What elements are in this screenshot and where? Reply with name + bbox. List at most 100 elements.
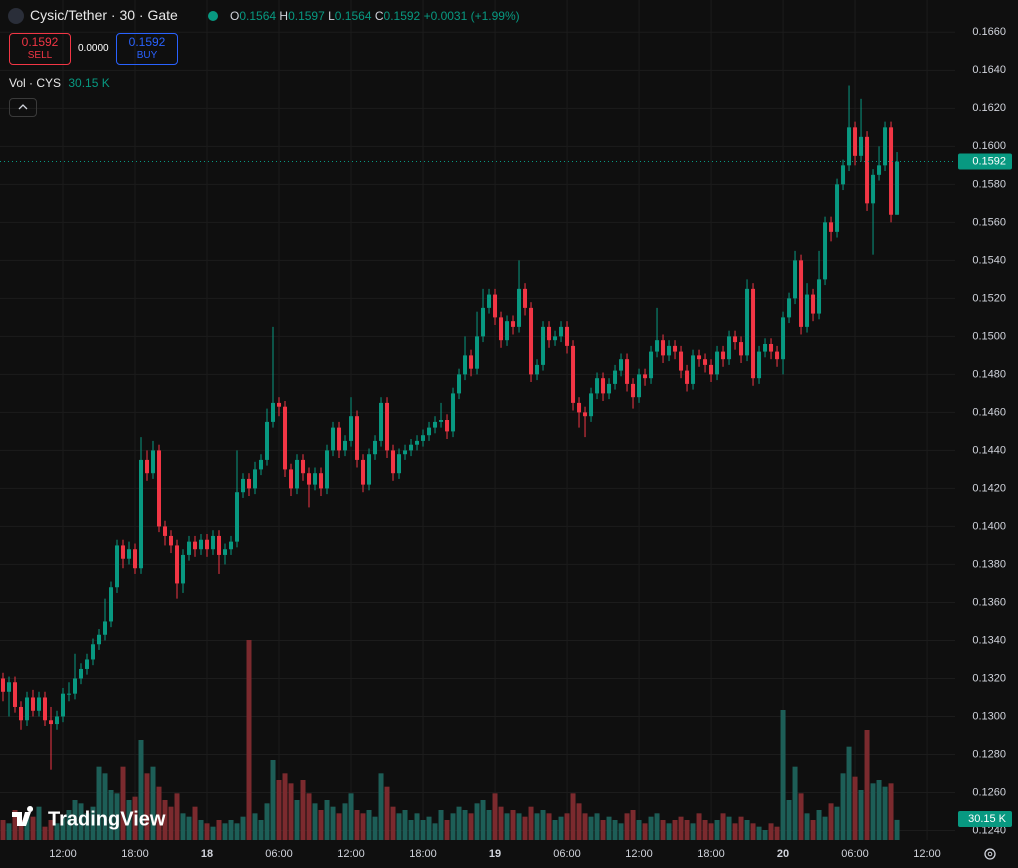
buy-price[interactable]: 0.1592 [128, 35, 166, 49]
volume-bar [396, 813, 402, 840]
y-tick-label: 0.1460 [972, 406, 1006, 418]
candle-body [301, 459, 306, 474]
candle-body [211, 535, 216, 550]
volume-bar [276, 780, 282, 840]
collapse-button[interactable] [9, 98, 37, 117]
volume-bar [36, 806, 42, 840]
volume-bar [600, 820, 606, 840]
volume-bar [96, 766, 102, 840]
candle-body [619, 359, 624, 371]
candle-body [685, 370, 690, 384]
volume-bar [228, 820, 234, 840]
y-tick-label: 0.1500 [972, 330, 1006, 342]
candle-body [229, 541, 234, 550]
volume-bar [858, 790, 864, 840]
candle-body [661, 340, 666, 356]
volume-bar [588, 816, 594, 840]
candle-body [385, 402, 390, 451]
candle-body [535, 364, 540, 375]
candle-body [217, 535, 222, 555]
tradingview-watermark: TradingView [12, 806, 166, 830]
volume-bar [606, 816, 612, 840]
sell-label[interactable]: SELL [27, 50, 53, 61]
candle-body [307, 473, 312, 485]
candle-body [637, 374, 642, 398]
volume-bar [690, 823, 696, 840]
candle-body [715, 351, 720, 375]
candle-body [799, 260, 804, 327]
volume-bar [882, 786, 888, 840]
volume-bar [846, 746, 852, 840]
volume-bar [480, 800, 486, 840]
candle-body [769, 343, 774, 352]
volume-bar [0, 820, 6, 840]
volume-bar [372, 816, 378, 840]
candle-body [829, 222, 834, 232]
candle-body [37, 697, 42, 711]
collapse-icon[interactable] [10, 99, 36, 116]
volume-bar [204, 823, 210, 840]
candle-body [601, 378, 606, 394]
settings-icon[interactable] [984, 848, 996, 860]
candle-body [157, 450, 162, 527]
buy-button[interactable]: 0.1592 BUY [116, 33, 178, 65]
volume-bar [360, 813, 366, 840]
last-price-label: 0.1592 [972, 155, 1006, 167]
candle-body [223, 549, 228, 555]
candle-body [97, 634, 102, 645]
candle-body [259, 459, 264, 470]
volume-bar [594, 813, 600, 840]
candle-body [781, 317, 786, 360]
settings-gear-center[interactable] [987, 851, 993, 857]
candle-body [277, 402, 282, 407]
candle-body [25, 697, 30, 721]
volume-bar [264, 803, 270, 840]
sell-price[interactable]: 0.1592 [21, 35, 59, 49]
y-tick-label: 0.1660 [972, 26, 1006, 38]
candle-body [283, 406, 288, 470]
symbol-logo [8, 8, 24, 24]
volume-bar [876, 780, 882, 840]
volume-bar [672, 820, 678, 840]
volume-bar [192, 806, 198, 840]
y-tick-label: 0.1520 [972, 292, 1006, 304]
volume-bar [66, 810, 72, 840]
candle-body [175, 545, 180, 584]
volume-bar [738, 816, 744, 840]
candle-body [421, 435, 426, 441]
candle-body [343, 440, 348, 451]
volume-bar [582, 813, 588, 840]
volume-bar [108, 790, 114, 840]
volume-bar [138, 740, 144, 840]
candle-body [763, 343, 768, 352]
candle-body [433, 421, 438, 428]
candle-body [697, 355, 702, 360]
volume-bar [462, 810, 468, 840]
settings-gear[interactable] [984, 848, 996, 860]
volume-bar [642, 823, 648, 840]
volume-bar [426, 816, 432, 840]
volume-bar [198, 820, 204, 840]
volume-bar [888, 783, 894, 840]
volume-bar [552, 820, 558, 840]
x-tick-label: 18 [201, 848, 213, 860]
candle-body [67, 693, 72, 695]
caret[interactable] [18, 104, 28, 110]
candle-body [787, 298, 792, 318]
x-tick-label: 06:00 [265, 848, 293, 860]
candle-body [517, 288, 522, 327]
candle-body [103, 621, 108, 635]
volume-bar [720, 813, 726, 840]
sell-button[interactable]: 0.1592 SELL [9, 33, 71, 65]
buy-label[interactable]: BUY [136, 50, 158, 61]
volume-bar [486, 810, 492, 840]
volume-bar [324, 800, 330, 840]
volume-bar [570, 793, 576, 840]
legend-c-label: C [374, 9, 384, 23]
candle-body [271, 402, 276, 422]
candle-body [493, 294, 498, 318]
volume-bar [726, 816, 732, 840]
x-tick-label: 19 [489, 848, 501, 860]
candle-body [61, 693, 66, 717]
